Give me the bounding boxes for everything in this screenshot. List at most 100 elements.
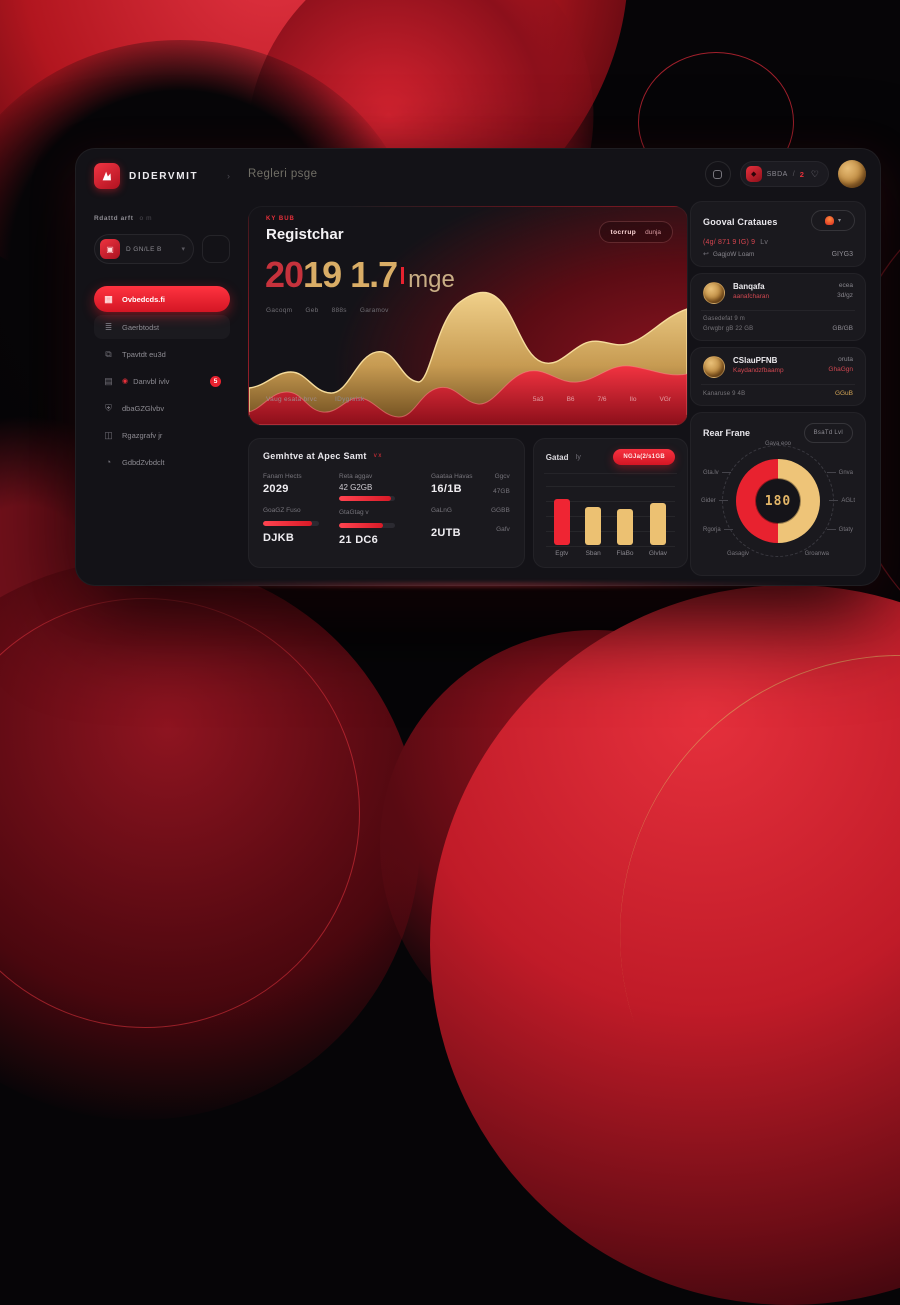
- header-user-pill[interactable]: ◆ SBDA / 2 ♡: [739, 161, 829, 187]
- chart-big-value: 20 19 1.7 mge: [265, 254, 455, 296]
- sidebar: DIDERVMIT › Rdattd arft o m ▣ D GN/LE B ▾…: [76, 149, 248, 585]
- wave-chart: [249, 291, 687, 425]
- donut-title: Rear Frane: [703, 428, 751, 438]
- value-main: 19 1.7: [303, 254, 398, 295]
- sidebar-item-4[interactable]: ⛨ dbaGZGlvbv: [94, 396, 230, 420]
- stats-title-aside: v x: [373, 453, 382, 459]
- sidebar-menu: ▦ Ovbedcds.fi ≣ Gaerbtodst ⧉ Tpavtdt eu3…: [94, 286, 230, 474]
- donut-label: Gasagiv: [727, 551, 750, 557]
- pill-count: 2: [799, 169, 804, 179]
- donut-label: Gnva: [824, 470, 853, 476]
- user-card-1[interactable]: CSlauPFNB Kaydandzfbaamp oruta GhaGgn Ka…: [690, 347, 866, 406]
- donut-card: Rear Frane BsaTd Lvl 180 Gava eoo Gta.lv…: [690, 412, 866, 576]
- bg-arc-gold: [547, 582, 900, 1288]
- reply-icon: ↩: [703, 251, 709, 258]
- progress-bar: [263, 521, 319, 526]
- sidebar-item-2[interactable]: ⧉ Tpavtdt eu3d: [94, 342, 230, 366]
- donut-label: Gta.lv: [703, 470, 734, 476]
- frame-icon: [713, 169, 723, 179]
- sidebar-item-6[interactable]: ◔ GdbdZvbdclt: [94, 450, 230, 474]
- donut-hole: 180: [756, 479, 800, 523]
- activity-title: Gooval Crataues: [703, 217, 778, 227]
- chart-substats: Gacoqm Geb 888s Garamov: [266, 307, 389, 314]
- bar-group-3: Glvlav: [649, 503, 667, 557]
- donut-filter-button[interactable]: BsaTd Lvl: [803, 423, 853, 443]
- stats-card: Gemhtve at Apec Samt v x Fanam Hects 202…: [248, 438, 525, 568]
- main-chart-card: KY BUB Registchar tocrrup dunja 20 19 1.…: [248, 206, 688, 426]
- copy-icon: ⧉: [105, 348, 112, 359]
- chevron-down-icon: ▾: [181, 246, 185, 253]
- bg-blob-bottom-right: [430, 585, 900, 1305]
- donut-label: Gider: [701, 498, 731, 504]
- heart-icon[interactable]: ♡: [810, 168, 819, 179]
- header-actions: ◆ SBDA / 2 ♡: [704, 160, 866, 188]
- activity-card: Gooval Crataues ▾ (4g/ 871 9 IG) 9 Lv ↩ G…: [690, 201, 866, 267]
- value-prefix: 20: [265, 254, 304, 295]
- flame-icon: [824, 216, 834, 225]
- workspace-row: ▣ D GN/LE B ▾: [94, 234, 230, 264]
- sidebar-item-5[interactable]: ◫ Rgazgrafv jr: [104, 429, 163, 440]
- sidebar-item-1[interactable]: ≣ Gaerbtodst: [94, 315, 230, 339]
- activity-highlight: (4g/ 871 9 IG) 9 Lv: [703, 239, 769, 246]
- chart-footnotes: Vaug esata brvc IDygrsisk: [266, 396, 365, 403]
- sidebar-item-0[interactable]: ▦ Ovbedcds.fi: [94, 286, 230, 312]
- pill-avatar-icon: ◆: [745, 166, 762, 182]
- bg-blob-bottom-center: [380, 630, 810, 1060]
- sidebar-item-3[interactable]: ▤ ◉ Danvbl ivlv 5: [94, 369, 230, 393]
- bottom-row: Gemhtve at Apec Samt v x Fanam Hects 202…: [248, 438, 688, 568]
- page-title: Regleri psge: [248, 168, 318, 180]
- user-card-0[interactable]: Banqafa aanafcharan ecea 3d/gz Gasedefat…: [690, 273, 866, 341]
- bar: [617, 509, 634, 545]
- donut-label: Groanwa: [804, 551, 829, 557]
- user-avatar[interactable]: [838, 160, 866, 188]
- donut-ring: 180: [736, 459, 820, 543]
- frame-icon-button[interactable]: [704, 161, 731, 187]
- coin-avatar: [703, 356, 725, 378]
- bar-card-action-button[interactable]: NGJa(2/s1GB: [613, 449, 675, 465]
- right-column: Gooval Crataues ▾ (4g/ 871 9 IG) 9 Lv ↩ G…: [690, 201, 866, 576]
- chevron-down-icon: ▾: [837, 218, 841, 224]
- progress-bar: [339, 496, 395, 501]
- chart-title: Registchar: [266, 226, 344, 243]
- bg-blob-bottom-left: [0, 560, 420, 1120]
- stats-title: Gemhtve at Apec Samt: [263, 451, 367, 461]
- donut-label: Rgorja: [703, 527, 736, 533]
- workspace-icon: ▣: [100, 239, 120, 259]
- chart-kicker: KY BUB: [266, 216, 295, 222]
- brand: DIDERVMIT ›: [94, 163, 230, 189]
- dashboard-icon: ▦: [104, 293, 113, 304]
- value-cursor: [401, 266, 405, 284]
- workspace-add-button[interactable]: [202, 235, 230, 263]
- bar: [649, 503, 666, 545]
- bar-group-0: Egtv: [553, 499, 570, 557]
- content: Regleri psge ◆ SBDA / 2 ♡: [248, 149, 866, 585]
- shield-icon: ⛨: [105, 402, 112, 413]
- dashboard-window: DIDERVMIT › Rdattd arft o m ▣ D GN/LE B ▾…: [75, 148, 881, 586]
- workspace-selector[interactable]: ▣ D GN/LE B ▾: [94, 234, 194, 264]
- bar: [553, 499, 570, 545]
- activity-streak-button[interactable]: ▾: [811, 210, 855, 231]
- donut-label: Gtaty: [824, 527, 853, 533]
- window-header: Regleri psge ◆ SBDA / 2 ♡: [248, 149, 866, 199]
- notification-badge: 5: [210, 375, 221, 387]
- donut-label: AGLt: [826, 498, 855, 504]
- bar: [585, 507, 602, 545]
- chart-range-toggle[interactable]: tocrrup dunja: [598, 221, 673, 243]
- stats-grid: Fanam Hects 2029 GoaGZ Fuso DJKB Reta ag…: [263, 473, 510, 546]
- workspace-label: D GN/LE B: [126, 245, 162, 253]
- bar-card-title: Gatad: [545, 452, 569, 462]
- divider: [701, 384, 855, 385]
- coin-avatar: [703, 282, 725, 304]
- progress-bar: [339, 523, 395, 528]
- panel-icon: ▤: [104, 375, 113, 386]
- bar-group-2: FlaBo: [617, 509, 634, 557]
- history-icon: ◔: [105, 457, 112, 467]
- bar-group-1: Sban: [585, 507, 602, 557]
- dashed-ring: [722, 445, 834, 557]
- sidebar-collapse-icon[interactable]: ›: [227, 171, 230, 181]
- mini-logo-icon: ◉: [122, 378, 129, 385]
- sidebar-section-label: Rdattd arft o m: [94, 215, 153, 222]
- donut-center-value: 180: [764, 493, 792, 509]
- pill-user-name: SBDA: [766, 170, 788, 178]
- donut-area: 180 Gava eoo Gta.lv Gider Rgorja Gnva AG…: [701, 441, 855, 565]
